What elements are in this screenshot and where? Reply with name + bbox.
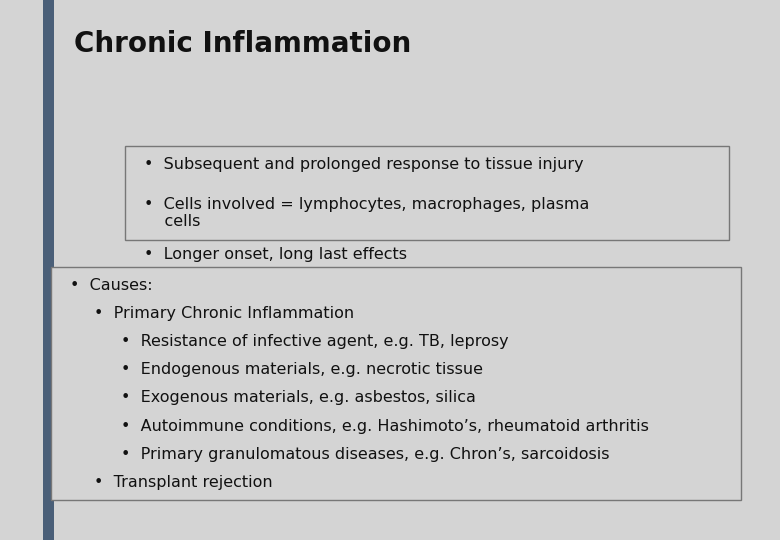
Text: •  Transplant rejection: • Transplant rejection bbox=[94, 475, 272, 490]
Text: •  Exogenous materials, e.g. asbestos, silica: • Exogenous materials, e.g. asbestos, si… bbox=[121, 390, 476, 406]
Text: •  Autoimmune conditions, e.g. Hashimoto’s, rheumatoid arthritis: • Autoimmune conditions, e.g. Hashimoto’… bbox=[121, 418, 649, 434]
Bar bbox=[51, 267, 741, 500]
Text: Chronic Inflammation: Chronic Inflammation bbox=[74, 30, 411, 58]
Bar bbox=[125, 146, 729, 240]
Text: •  Endogenous materials, e.g. necrotic tissue: • Endogenous materials, e.g. necrotic ti… bbox=[121, 362, 483, 377]
Text: •  Causes:: • Causes: bbox=[70, 278, 153, 293]
Text: •  Subsequent and prolonged response to tissue injury: • Subsequent and prolonged response to t… bbox=[144, 157, 584, 172]
Text: •  Longer onset, long last effects: • Longer onset, long last effects bbox=[144, 247, 407, 262]
Text: •  Cells involved = lymphocytes, macrophages, plasma
    cells: • Cells involved = lymphocytes, macropha… bbox=[144, 197, 590, 230]
Text: •  Primary granulomatous diseases, e.g. Chron’s, sarcoidosis: • Primary granulomatous diseases, e.g. C… bbox=[121, 447, 609, 462]
Bar bbox=[43, 0, 54, 540]
Text: •  Resistance of infective agent, e.g. TB, leprosy: • Resistance of infective agent, e.g. TB… bbox=[121, 334, 509, 349]
Text: •  Primary Chronic Inflammation: • Primary Chronic Inflammation bbox=[94, 306, 353, 321]
